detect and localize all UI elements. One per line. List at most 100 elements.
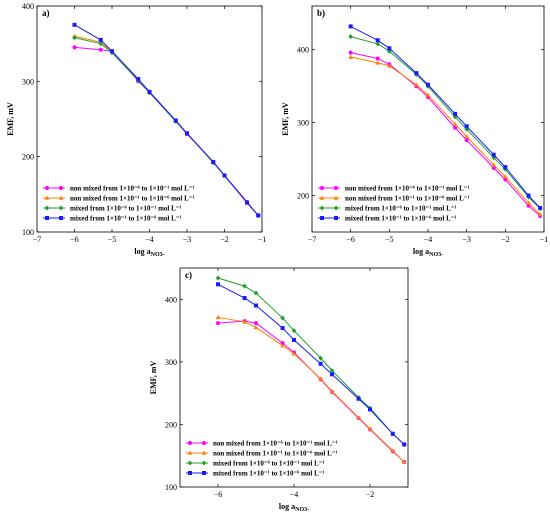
legend-marker — [334, 186, 338, 190]
data-point — [291, 351, 297, 356]
legend-marker — [333, 195, 339, 200]
x-tick-label: −3 — [183, 235, 192, 244]
y-axis-label: EMF, mV — [6, 102, 15, 136]
legend-marker — [320, 216, 324, 220]
legend-entry: non mixed from 1×10⁻¹ to 1×10⁻⁶ mol L⁻¹ — [318, 195, 470, 203]
data-point — [211, 159, 216, 164]
data-point — [348, 54, 353, 59]
data-point — [280, 341, 285, 346]
data-point — [491, 162, 497, 167]
legend-marker — [201, 460, 207, 466]
data-point — [526, 203, 531, 208]
x-tick-label: −2 — [220, 235, 229, 244]
x-tick-label: −5 — [108, 235, 117, 244]
legend-marker — [44, 205, 50, 211]
legend-label: mixed from 1×10⁻⁶ to 1×10⁻¹ mol L⁻¹ — [345, 205, 457, 213]
legend-label: mixed from 1×10⁻¹ to 1×10⁻⁶ mol L⁻¹ — [345, 215, 457, 223]
x-tick-label: −7 — [33, 235, 42, 244]
data-point — [173, 118, 178, 123]
x-tick-label: −6 — [214, 490, 223, 499]
data-point — [503, 165, 508, 170]
y-tick-label: 100 — [165, 483, 177, 492]
data-point — [280, 315, 285, 321]
legend-marker — [201, 450, 207, 455]
data-point — [185, 131, 189, 136]
chart-panel-a: −7 −6 −5 −4 −3 −2 −1 100 200 300 400 a) log aNO3- EMF… — [6, 2, 266, 258]
data-point — [98, 41, 104, 47]
data-point — [390, 448, 396, 453]
legend-marker — [45, 216, 49, 220]
y-tick-label: 300 — [165, 358, 177, 367]
legend-marker — [334, 216, 338, 220]
legend-label: mixed from 1×10⁻¹ to 1×10⁻⁶ mol L⁻¹ — [213, 470, 325, 478]
data-point — [414, 82, 419, 87]
legend-entry: mixed from 1×10⁻¹ to 1×10⁻⁶ mol L⁻¹ — [43, 215, 182, 223]
series-0 — [348, 50, 543, 218]
data-point — [215, 275, 221, 281]
data-point — [242, 296, 247, 301]
data-point — [414, 71, 419, 76]
data-point — [291, 328, 297, 334]
data-point — [526, 200, 531, 205]
legend-entry: mixed from 1×10⁻⁶ to 1×10⁻¹ mol L⁻¹ — [43, 205, 182, 213]
legend-label: non mixed from 1×10⁻⁶ to 1×10⁻¹ mol L⁻¹ — [213, 440, 338, 448]
legend-entry: non mixed from 1×10⁻¹ to 1×10⁻⁶ mol L⁻¹ — [186, 450, 338, 458]
series-line — [217, 283, 405, 445]
data-point — [356, 396, 361, 401]
x-tick-label: −6 — [346, 235, 355, 244]
data-point — [453, 125, 458, 130]
data-point — [367, 426, 373, 431]
legend-marker — [59, 186, 63, 190]
data-point — [375, 41, 381, 47]
data-point — [464, 134, 469, 139]
y-tick-label: 200 — [297, 192, 309, 201]
data-point — [280, 343, 285, 348]
legend-label: non mixed from 1×10⁻¹ to 1×10⁻⁶ mol L⁻¹ — [345, 195, 470, 203]
panel-label: b) — [317, 8, 325, 18]
data-point — [491, 152, 496, 157]
series-line — [217, 277, 405, 445]
legend-label: non mixed from 1×10⁻¹ to 1×10⁻⁶ mol L⁻¹ — [70, 195, 195, 203]
legend-entry: mixed from 1×10⁻¹ to 1×10⁻⁶ mol L⁻¹ — [186, 470, 325, 478]
data-point — [98, 37, 103, 42]
x-tick-label: −2 — [501, 235, 510, 244]
legend-marker — [187, 460, 193, 466]
legend-entry: non mixed from 1×10⁻⁶ to 1×10⁻¹ mol L⁻¹ — [318, 185, 470, 193]
data-point — [329, 388, 335, 394]
legend-marker — [187, 450, 193, 455]
data-point — [318, 355, 323, 361]
data-point — [387, 63, 392, 68]
x-tick-label: −5 — [385, 235, 394, 244]
y-tick-label: 300 — [22, 77, 34, 86]
legend-marker — [202, 471, 206, 475]
data-point — [110, 49, 114, 54]
data-point — [242, 283, 247, 289]
legend-entry: mixed from 1×10⁻⁶ to 1×10⁻¹ mol L⁻¹ — [186, 460, 325, 468]
x-tick-label: −2 — [366, 490, 375, 499]
y-tick-label: 100 — [22, 228, 34, 237]
legend-marker — [59, 216, 63, 220]
y-axis-label: EMF, mV — [281, 102, 290, 136]
series-line — [350, 36, 541, 210]
series-3 — [216, 282, 407, 447]
x-tick-label: −4 — [424, 235, 433, 244]
data-point — [147, 89, 152, 94]
data-point — [375, 56, 380, 61]
x-axis-label: log aNO3- — [134, 247, 164, 258]
data-point — [136, 77, 141, 82]
data-point — [254, 321, 258, 326]
data-point — [329, 368, 335, 374]
legend-marker — [202, 441, 206, 445]
data-point — [253, 325, 259, 330]
data-point — [348, 24, 353, 29]
data-point — [72, 22, 77, 27]
data-point — [368, 407, 372, 412]
data-point — [375, 60, 381, 65]
data-point — [216, 282, 220, 287]
data-point — [526, 193, 531, 198]
data-point — [375, 38, 380, 43]
data-point — [402, 442, 407, 447]
data-point — [537, 212, 543, 217]
legend-marker — [188, 441, 192, 445]
